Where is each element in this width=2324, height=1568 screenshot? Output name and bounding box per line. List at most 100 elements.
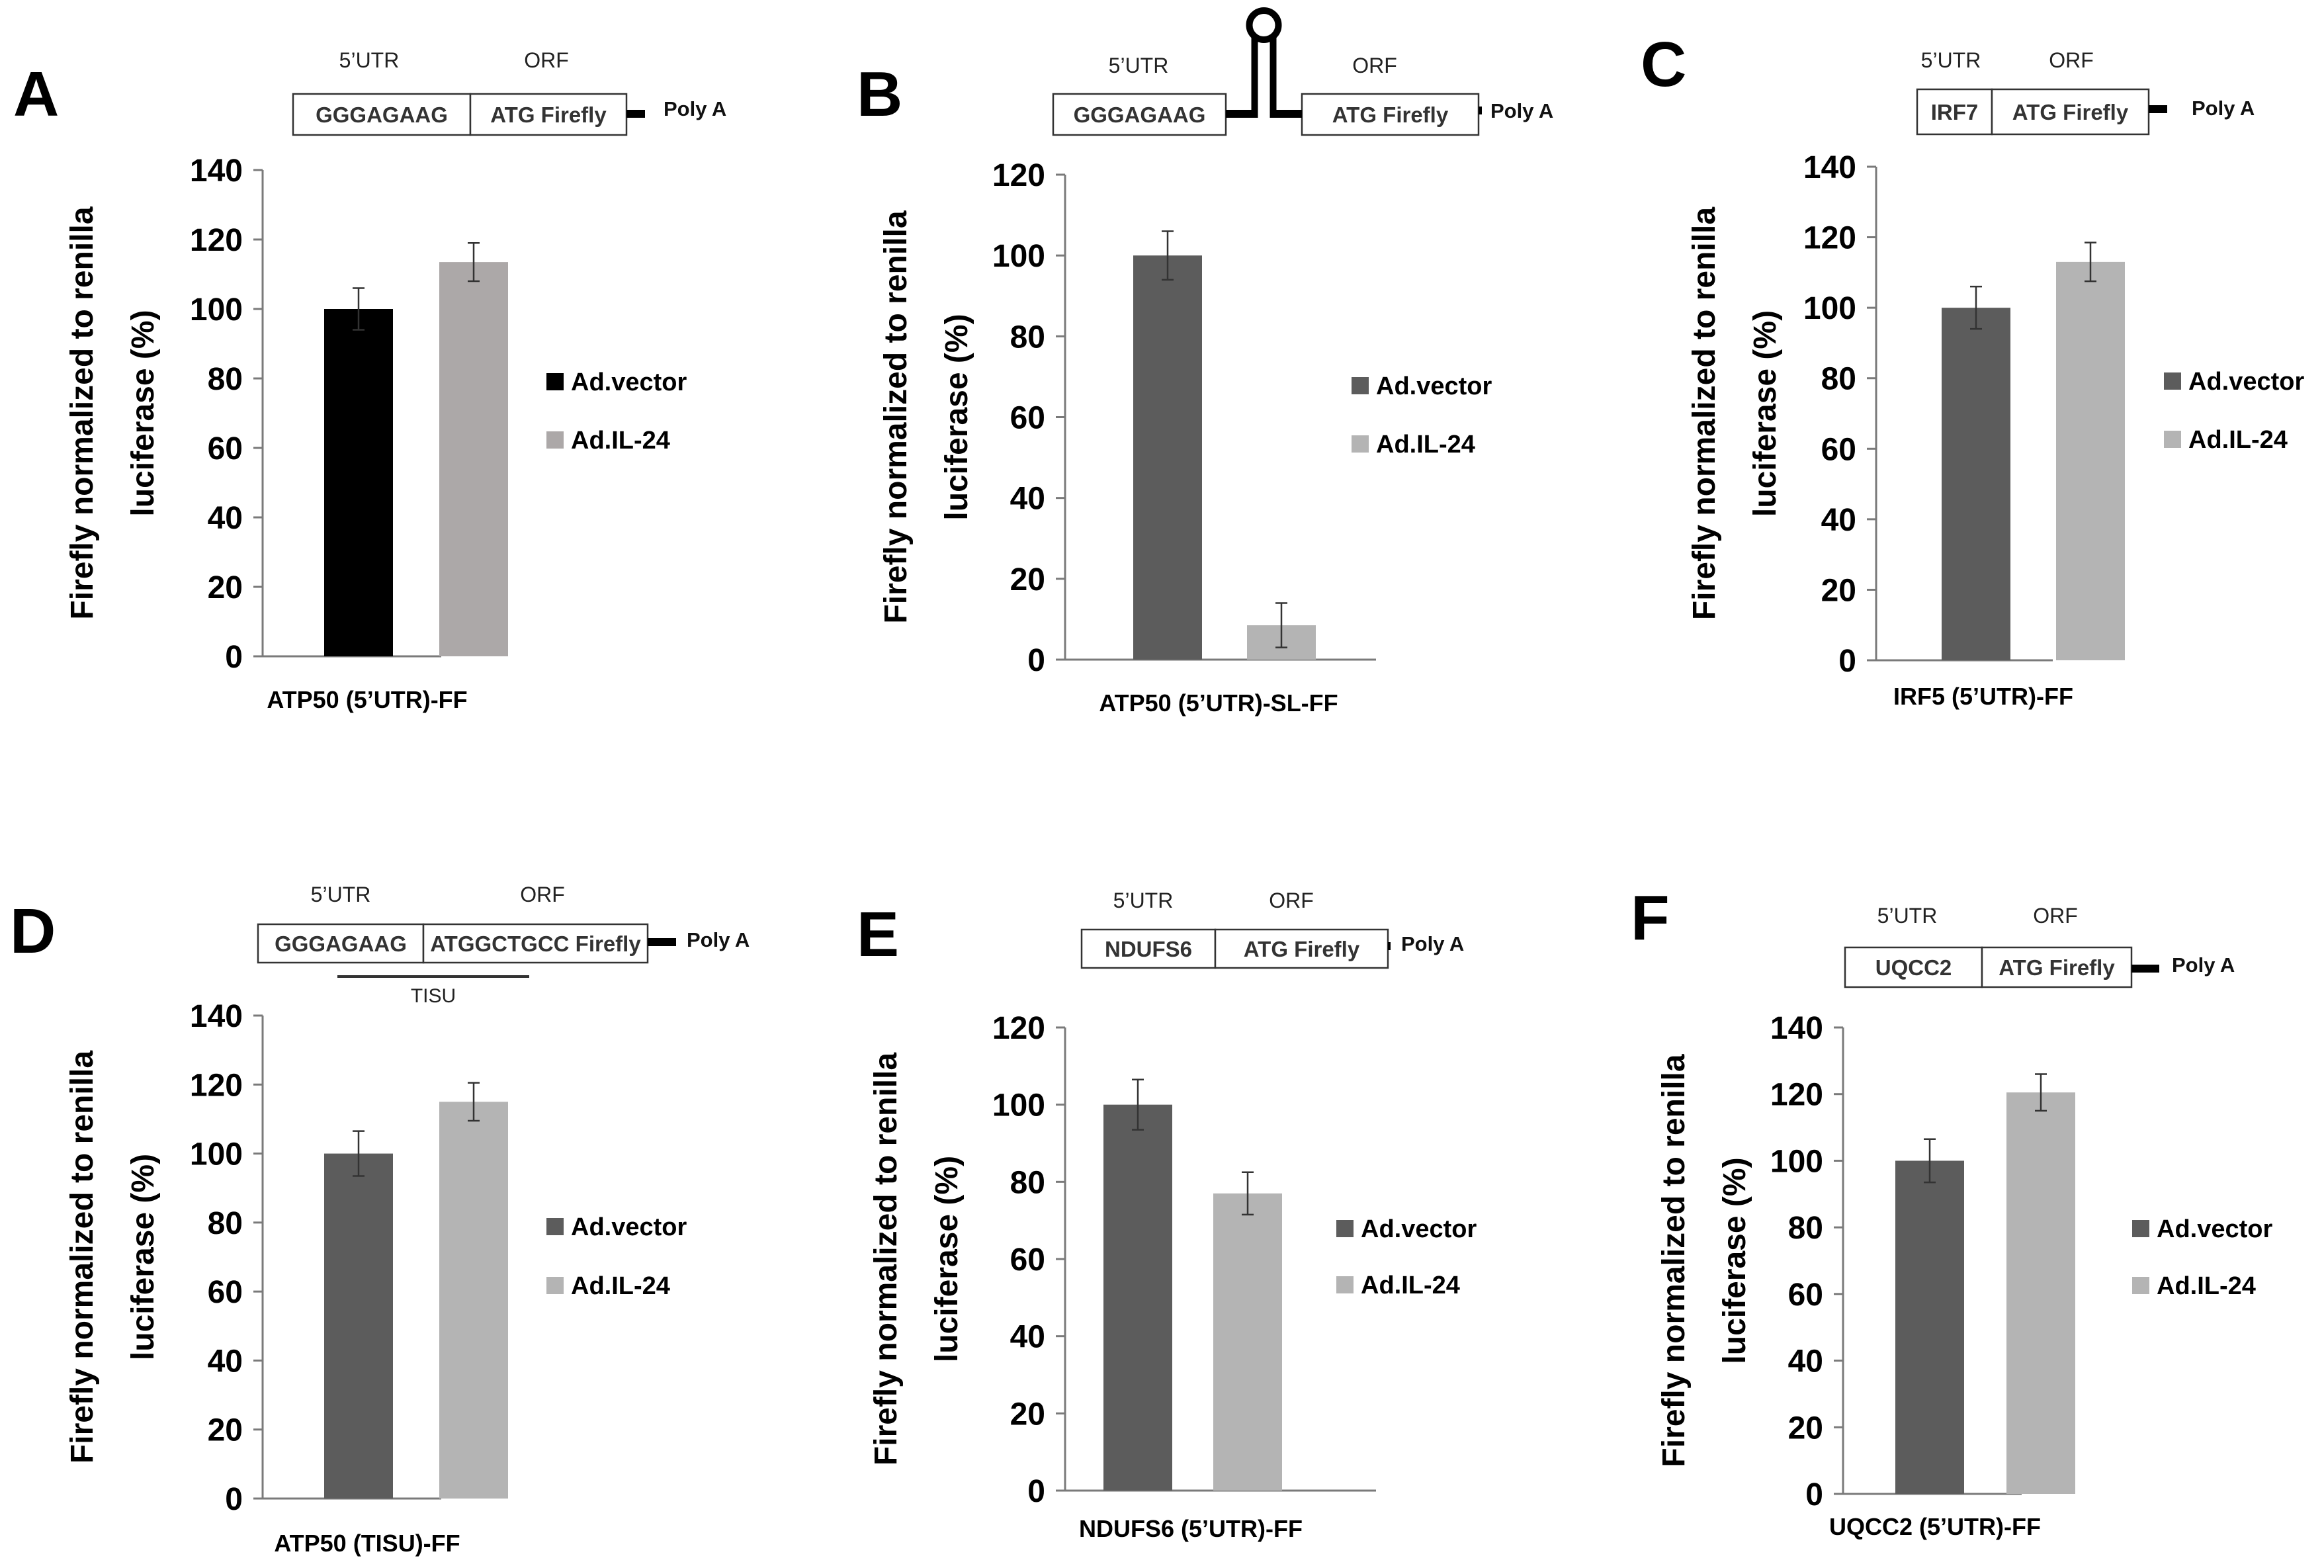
- legend-swatch: [2164, 372, 2181, 390]
- y-tick-label: 120: [190, 1068, 243, 1103]
- stemloop-loop: [1246, 7, 1282, 43]
- y-tick-label: 40: [1010, 1320, 1045, 1355]
- orf-box: [422, 923, 649, 964]
- utr-label: 5’UTR: [1921, 48, 1981, 72]
- y-tick-label: 20: [208, 570, 243, 605]
- y-tick-label: 140: [1803, 150, 1856, 185]
- y-tick-label: 40: [208, 501, 243, 536]
- y-tick-label: 80: [1821, 362, 1856, 397]
- legend-label: Ad.IL-24: [571, 427, 670, 455]
- y-tick-label: 80: [208, 1206, 243, 1241]
- y-tick-label: 40: [1788, 1344, 1823, 1379]
- panel-letter: C: [1641, 29, 1686, 100]
- utr-box-text: NDUFS6: [1105, 937, 1192, 961]
- legend-label: Ad.vector: [2188, 368, 2304, 396]
- y-tick-label: 0: [225, 1482, 243, 1517]
- legend-label: Ad.IL-24: [2188, 426, 2288, 454]
- y-tick-label: 20: [208, 1413, 243, 1448]
- y-tick-label: 80: [1788, 1211, 1823, 1246]
- bar-ad-il-24: [2056, 261, 2125, 660]
- legend-swatch: [2132, 1220, 2149, 1237]
- utr-label: 5’UTR: [1113, 889, 1174, 912]
- y-tick-label: 60: [208, 1275, 243, 1310]
- panel-letter: B: [857, 59, 902, 130]
- utr-box: [257, 923, 425, 964]
- utr-box-text: GGGAGAAG: [275, 932, 407, 956]
- legend-label: Ad.IL-24: [571, 1272, 670, 1300]
- orf-box: [469, 93, 628, 136]
- y-tick-label: 120: [1803, 221, 1856, 256]
- y-tick-label: 120: [992, 1011, 1045, 1046]
- x-axis-label: UQCC2 (5’UTR)-FF: [1829, 1513, 2041, 1540]
- y-tick-label: 20: [1010, 1397, 1045, 1432]
- construct-diagram: 5’UTR ORF UQCC2 ATG Firefly Poly A: [1844, 904, 2235, 988]
- y-tick-label: 100: [1803, 291, 1856, 326]
- legend-swatch: [1336, 1220, 1354, 1237]
- polya-label: Poly A: [1490, 99, 1553, 122]
- polya-label: Poly A: [2192, 97, 2255, 120]
- bar-ad-vector: [324, 1153, 393, 1499]
- y-tick-label: 20: [1788, 1411, 1823, 1446]
- x-axis-label: NDUFS6 (5’UTR)-FF: [1079, 1515, 1303, 1542]
- polya-label: Poly A: [1401, 932, 1464, 955]
- y-tick-label: 0: [1838, 644, 1856, 679]
- y-tick-label: 60: [1788, 1278, 1823, 1313]
- y-tick-label: 40: [1010, 482, 1045, 517]
- orf-box: [1991, 88, 2150, 136]
- y-tick-label: 60: [1821, 432, 1856, 467]
- utr-box-text: GGGAGAAG: [1074, 103, 1206, 127]
- legend-label: Ad.vector: [1361, 1215, 1477, 1243]
- legend-swatch: [1352, 377, 1369, 394]
- orf-label: ORF: [1269, 889, 1314, 912]
- legend-label: Ad.vector: [571, 369, 687, 396]
- panel-d: D 5’UTR ORF GGGAGAAG ATGGCTGCC Firefly Poly A…: [10, 883, 750, 1557]
- construct-diagram: 5’UTR ORF GGGAGAAG ATG Firefly Poly A: [1052, 7, 1553, 136]
- panel-letter: E: [857, 899, 899, 970]
- y-tick-label: 100: [190, 1137, 243, 1172]
- y-axis-label-line2: luciferase (%): [929, 1156, 965, 1362]
- legend-swatch: [2132, 1277, 2149, 1294]
- y-axis-label-line2: luciferase (%): [939, 314, 974, 520]
- legend-label: Ad.vector: [2157, 1215, 2272, 1243]
- panel-e: E 5’UTR ORF NDUFS6 ATG Firefly Poly A 0 20 40 60 8…: [857, 889, 1477, 1542]
- bar-ad-vector: [1895, 1160, 1964, 1494]
- y-tick-label: 0: [225, 640, 243, 675]
- orf-box-text: ATGGCTGCC Firefly: [430, 932, 641, 956]
- utr-box: [1052, 93, 1227, 136]
- legend-swatch: [546, 1218, 564, 1235]
- orf-box-text: ATG Firefly: [1332, 103, 1449, 127]
- polya-label: Poly A: [687, 928, 750, 951]
- y-tick-label: 100: [992, 239, 1045, 274]
- construct-diagram: 5’UTR ORF GGGAGAAG ATGGCTGCC Firefly Poly A T…: [257, 883, 750, 1007]
- x-axis-label: ATP50 (5’UTR)-FF: [267, 686, 467, 713]
- legend-label: Ad.vector: [571, 1213, 687, 1241]
- orf-label: ORF: [2049, 48, 2094, 72]
- y-tick-label: 20: [1010, 562, 1045, 597]
- y-axis-label-line1: Firefly normalized to renilla: [65, 1051, 100, 1463]
- panel-letter: A: [13, 59, 59, 130]
- y-tick-label: 60: [1010, 401, 1045, 436]
- polya-label: Poly A: [664, 97, 726, 120]
- utr-box: [292, 93, 472, 136]
- bar-ad-vector: [1942, 308, 2010, 661]
- orf-box: [1214, 928, 1389, 969]
- utr-box: [1080, 928, 1217, 969]
- construct-diagram: 5’UTR ORF GGGAGAAG ATG Firefly Poly A: [292, 48, 726, 136]
- y-tick-label: 120: [190, 223, 243, 258]
- legend-swatch: [2164, 431, 2181, 448]
- y-axis-label-line2: luciferase (%): [126, 310, 161, 516]
- utr-label: 5’UTR: [1877, 904, 1938, 928]
- utr-box-text: UQCC2: [1875, 955, 1952, 980]
- tisu-label: TISU: [411, 985, 456, 1007]
- legend-label: Ad.IL-24: [1361, 1272, 1460, 1299]
- y-tick-label: 140: [190, 999, 243, 1034]
- panel-letter: F: [1631, 883, 1670, 953]
- y-tick-label: 0: [1805, 1477, 1823, 1512]
- legend-swatch: [546, 431, 564, 449]
- y-axis-label-line1: Firefly normalized to renilla: [869, 1053, 904, 1465]
- construct-diagram: 5’UTR ORF NDUFS6 ATG Firefly Poly A: [1080, 889, 1464, 969]
- orf-box-text: ATG Firefly: [490, 103, 607, 127]
- utr-label: 5’UTR: [339, 48, 400, 72]
- utr-box: [1916, 88, 1993, 136]
